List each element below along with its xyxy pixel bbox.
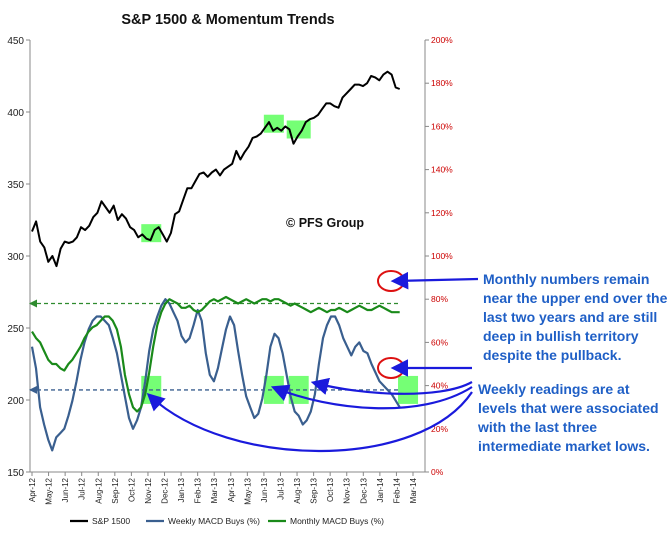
y-right-tick-label: 100%	[431, 251, 453, 261]
y-left-tick-label: 350	[7, 180, 24, 191]
x-tick-label: Dec-13	[359, 477, 368, 503]
x-tick-label: Feb-13	[194, 477, 203, 503]
chart-title: S&P 1500 & Momentum Trends	[121, 12, 334, 28]
x-tick-label: Jul-12	[78, 477, 87, 499]
x-tick-label: Aug-13	[293, 477, 302, 503]
y-right-tick-label: 20%	[431, 424, 448, 434]
x-tick-label: Jan-14	[376, 477, 385, 502]
x-tick-label: Jan-13	[177, 477, 186, 502]
y-right-tick-label: 60%	[431, 337, 448, 347]
x-tick-label: Jun-13	[260, 477, 269, 502]
x-tick-label: Dec-12	[161, 477, 170, 503]
y-right-tick-label: 200%	[431, 35, 453, 45]
y-left-tick-label: 250	[7, 324, 24, 335]
x-tick-label: Apr-13	[227, 477, 236, 502]
y-left-tick-label: 150	[7, 468, 24, 479]
reference-arrowhead	[29, 385, 37, 394]
annotation-monthly: Monthly numbers remain near the upper en…	[483, 271, 668, 363]
x-tick-label: Jul-13	[276, 477, 285, 499]
x-tick-label: May-13	[243, 477, 252, 504]
x-tick-label: Oct-13	[326, 477, 335, 502]
x-tick-label: Mar-13	[210, 477, 219, 503]
annotation-arrow	[310, 377, 473, 395]
series-line-monthly-macd-buys	[31, 295, 400, 413]
annotation-arrow	[146, 391, 473, 453]
y-left-tick-label: 200	[7, 396, 24, 407]
y-right-tick-label: 40%	[431, 381, 448, 391]
y-right-tick-label: 140%	[431, 165, 453, 175]
y-right-tick-label: 120%	[431, 208, 453, 218]
series-line-weekly-macd-buys	[30, 298, 401, 452]
legend-label: Weekly MACD Buys (%)	[168, 516, 260, 526]
x-tick-label: May-12	[45, 477, 54, 504]
legend-label: Monthly MACD Buys (%)	[290, 516, 384, 526]
y-right-tick-label: 160%	[431, 121, 453, 131]
annotation-weekly: Weekly readings are at levels that were …	[478, 381, 659, 454]
x-tick-label: Nov-12	[144, 477, 153, 503]
reference-arrowhead	[29, 299, 37, 308]
x-tick-label: Jun-12	[61, 477, 70, 502]
x-tick-label: Mar-14	[409, 477, 418, 503]
y-left-tick-label: 300	[7, 252, 24, 263]
y-left-tick-label: 450	[7, 36, 24, 47]
x-tick-label: Apr-12	[28, 477, 37, 502]
x-tick-label: Aug-12	[94, 477, 103, 503]
y-left-tick-label: 400	[7, 108, 24, 119]
y-right-tick-label: 180%	[431, 78, 453, 88]
x-tick-label: Sep-13	[310, 477, 319, 503]
x-tick-label: Nov-13	[343, 477, 352, 503]
x-tick-label: Oct-12	[127, 477, 136, 502]
annotation-arrow	[390, 271, 479, 290]
series-line-s-p-1500	[31, 70, 401, 268]
legend-label: S&P 1500	[92, 516, 130, 526]
x-tick-label: Sep-12	[111, 477, 120, 503]
highlight-box-weekly	[398, 375, 419, 404]
y-right-tick-label: 80%	[431, 294, 448, 304]
y-right-tick-label: 0%	[431, 467, 444, 477]
x-tick-label: Feb-14	[392, 477, 401, 503]
annotation-arrow	[270, 384, 473, 410]
watermark-text: © PFS Group	[286, 216, 364, 230]
